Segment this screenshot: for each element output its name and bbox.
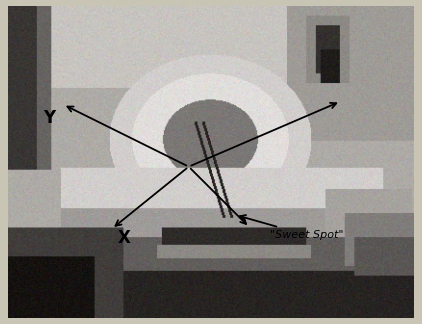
Text: X: X: [117, 229, 130, 247]
Text: "Sweet Spot": "Sweet Spot": [240, 215, 343, 240]
Text: Y: Y: [43, 110, 55, 127]
